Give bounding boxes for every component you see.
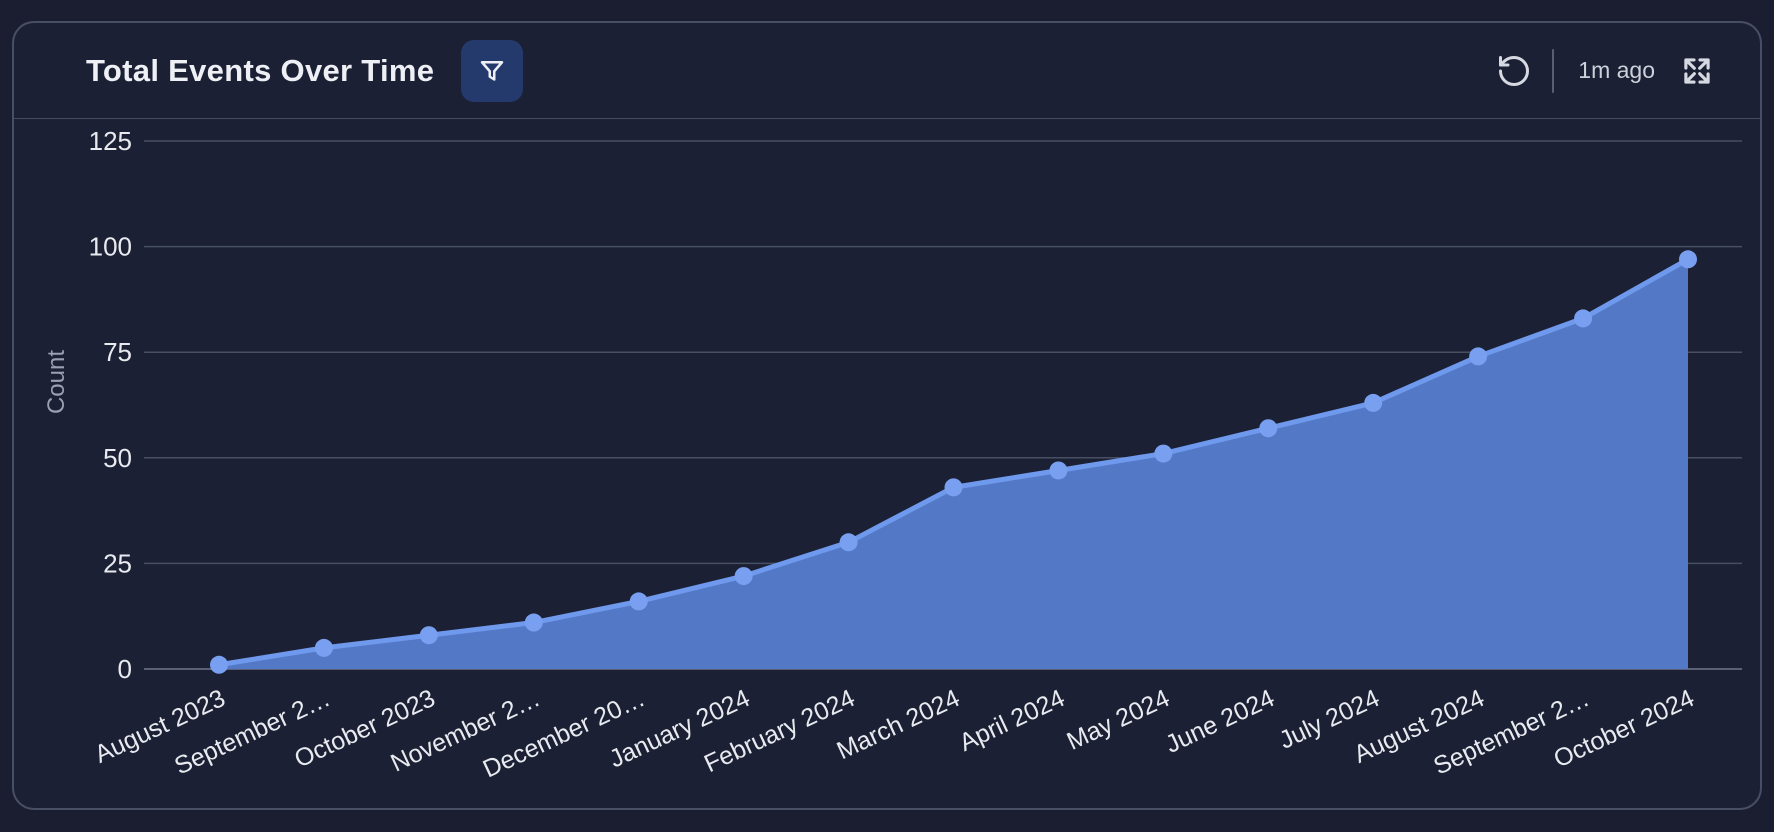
x-axis-tick-label: May 2024 <box>1063 684 1174 756</box>
data-point-marker[interactable] <box>1469 347 1488 366</box>
data-point-marker[interactable] <box>1574 309 1593 328</box>
last-updated-text: 1m ago <box>1578 57 1655 83</box>
data-point-marker[interactable] <box>839 533 858 552</box>
y-axis-tick-label: 100 <box>89 232 132 262</box>
data-point-marker[interactable] <box>1049 461 1068 480</box>
chart-panel-card: Total Events Over Time 1m ago <box>12 21 1762 810</box>
data-point-marker[interactable] <box>944 478 963 497</box>
y-axis-tick-label: 50 <box>103 443 132 473</box>
data-point-marker[interactable] <box>1259 419 1278 438</box>
chart-area: 0 25 50 75 100 125 Count August 2023 September 2… <box>14 119 1760 808</box>
expand-button[interactable] <box>1679 53 1715 89</box>
data-point-marker[interactable] <box>1679 250 1697 269</box>
x-axis-tick-label: April 2024 <box>955 684 1069 757</box>
expand-arrows-icon <box>1684 57 1710 84</box>
data-point-marker[interactable] <box>629 592 648 611</box>
data-point-marker[interactable] <box>1154 444 1173 463</box>
data-point-marker[interactable] <box>314 638 333 657</box>
panel-title: Total Events Over Time <box>86 52 435 88</box>
header-vertical-divider <box>1552 48 1555 93</box>
y-axis-tick-label: 0 <box>118 654 132 684</box>
refresh-button[interactable] <box>1496 53 1532 89</box>
data-point-marker[interactable] <box>419 626 438 645</box>
funnel-icon <box>481 60 504 81</box>
filter-button[interactable] <box>461 39 524 102</box>
y-axis-tick-label: 25 <box>103 548 132 578</box>
y-axis-tick-label: 125 <box>89 126 132 156</box>
refresh-rotate-ccw-icon <box>1499 55 1530 86</box>
data-point-marker[interactable] <box>210 655 228 674</box>
data-point-marker[interactable] <box>1364 393 1383 412</box>
data-point-marker[interactable] <box>734 567 753 586</box>
x-axis-tick-label: June 2024 <box>1161 684 1279 759</box>
y-axis-tick-label: 75 <box>103 337 132 367</box>
header-actions: 1m ago <box>1496 48 1715 93</box>
area-fill <box>219 259 1688 669</box>
y-axis-title: Count <box>43 350 70 414</box>
panel-header: Total Events Over Time 1m ago <box>14 23 1760 119</box>
data-point-marker[interactable] <box>524 613 543 632</box>
